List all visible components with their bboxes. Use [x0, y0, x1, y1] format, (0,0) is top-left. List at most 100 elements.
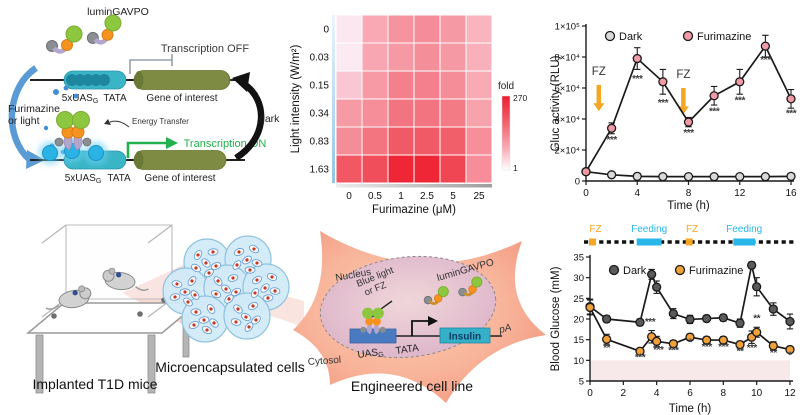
x-tick-label: 16 — [785, 188, 797, 199]
heatmap-col-label: 1 — [398, 191, 404, 202]
heatmap-row-label: 0.83 — [310, 137, 330, 148]
x-tick-label: 2 — [621, 388, 627, 399]
heatmap-cell — [387, 154, 415, 184]
heatmap-cell — [439, 42, 467, 72]
heatmap-cell — [335, 126, 363, 156]
mice-label: Implanted T1D mice — [32, 376, 157, 392]
cell-line-label: Engineered cell line — [351, 378, 473, 394]
fz-annotation-label: FZ — [676, 69, 690, 81]
heatmap-cell — [413, 126, 441, 156]
fz-dose-marker — [589, 238, 596, 246]
transcription-off-label: Transcription OFF — [161, 43, 250, 55]
fold-induction-heatmap: 0 0.03 0.15 0.34 0.83 1.63 0 0.5 1 2.5 5 25 Furimazi… — [290, 14, 528, 216]
transcription-start-arrow — [411, 320, 428, 336]
significance-stars: *** — [653, 345, 664, 356]
lumingavpo-protein-icon — [86, 14, 122, 45]
encapsulated-cell-icon — [244, 266, 256, 274]
feeding-period-bar — [636, 238, 662, 246]
heatmap-cell — [361, 154, 389, 184]
heatmap-cell — [413, 70, 441, 100]
x-tick-label: 4 — [634, 188, 640, 199]
x-axis-label: Time (h) — [669, 403, 712, 415]
heatmap-cell — [335, 154, 363, 184]
heatmap-cell — [387, 126, 415, 156]
gluc-activity-chart-panel: 0 2×10⁴ 4×10⁴ 6×10⁴ 8×10⁴ 1×10⁵ 0 4 8 12 16 Time (h… — [550, 0, 800, 218]
significance-stars: *** — [709, 106, 720, 117]
transcription-on-arrowhead — [166, 137, 178, 149]
significance-stars: *** — [635, 353, 646, 364]
heatmap-row-label: 0.15 — [310, 81, 330, 92]
heatmap-col-label: 2.5 — [420, 191, 434, 202]
heatmap-cell — [413, 42, 441, 72]
gene-of-interest-box — [133, 70, 231, 90]
lumingavpo-dimer-icon — [54, 111, 92, 151]
dark-label: dark — [259, 113, 280, 125]
dark-cycle-arrowhead — [232, 72, 250, 92]
heatmap-cell — [413, 154, 441, 184]
data-point-marker — [786, 94, 796, 104]
data-point-marker — [652, 336, 662, 346]
heatmap-col-label: 0 — [346, 191, 352, 202]
gene-label: Gene of interest — [144, 173, 215, 184]
data-point-marker — [685, 314, 695, 325]
blood-glucose-chart: 5 10 15 20 25 30 35 0 2 4 6 8 10 12 Time (h) Blood Gluc… — [550, 224, 796, 415]
legend-marker — [674, 264, 686, 276]
x-axis-label: Time (h) — [667, 200, 710, 212]
capsules-label: Microencapsulated cells — [155, 359, 304, 375]
dark-cycle-arrow — [234, 81, 265, 161]
y-tick-label: 15 — [573, 335, 584, 346]
heatmap-row-label: 0 — [323, 25, 329, 36]
x-tick-label: 4 — [654, 388, 660, 399]
y-tick-label: 30 — [573, 273, 584, 284]
lumingavpo-protein-icon — [423, 286, 449, 305]
y-tick-label: 5 — [579, 377, 584, 388]
heatmap-cell — [439, 14, 467, 44]
legend-label: Dark — [623, 265, 647, 277]
heatmap-ylabel: Light intensity (W/m²) — [290, 45, 302, 154]
heatmap-cell — [413, 14, 441, 44]
bound-dimer-icon — [360, 307, 386, 335]
heatmap-cell — [465, 14, 493, 44]
data-point-marker — [718, 335, 728, 345]
invivo-schematic: Implanted T1D mice Microencapsulated cel… — [25, 224, 546, 403]
heatmap-cell — [465, 154, 493, 184]
significance-stars: ** — [770, 348, 777, 359]
heatmap-cell — [387, 42, 415, 72]
fz-annotation-label: FZ — [592, 66, 606, 78]
data-point-marker — [785, 344, 795, 355]
invivo-schematic-panel: Implanted T1D mice Microencapsulated cel… — [0, 215, 552, 415]
data-point-marker — [735, 77, 745, 87]
gluc-activity-chart: 0 2×10⁴ 4×10⁴ 6×10⁴ 8×10⁴ 1×10⁵ 0 4 8 12 16 Time (h… — [550, 22, 797, 213]
significance-stars: *** — [645, 317, 656, 328]
data-point-marker — [709, 172, 719, 182]
fz-timeline-label: FZ — [589, 224, 601, 235]
feeding-period-bar — [733, 238, 755, 246]
lumingavpo-label: luminGAVPO — [87, 6, 149, 18]
significance-stars: *** — [658, 98, 669, 109]
heatmap-cell — [361, 42, 389, 72]
blocked-transcription-line — [129, 59, 172, 74]
x-tick-label: 12 — [734, 188, 746, 199]
glowing-bead-icon — [38, 139, 108, 165]
x-tick-label: 0 — [583, 188, 589, 199]
dna-construct-on — [30, 111, 245, 170]
y-tick-label: 35 — [573, 253, 584, 264]
pa-label: pA — [497, 322, 513, 336]
significance-stars: *** — [683, 128, 694, 139]
heatmap-xlabel: Furimazine (μM) — [372, 204, 456, 216]
y-tick-label: 8×10⁴ — [555, 53, 580, 64]
significance-stars: ** — [737, 347, 744, 358]
x-tick-label: 12 — [784, 388, 796, 399]
mouse-icon — [45, 285, 92, 310]
data-point-marker — [658, 172, 668, 182]
legend-marker — [604, 30, 616, 42]
target-range-band — [590, 360, 790, 381]
furimazine-light-arrow — [8, 65, 38, 163]
x-tick-label: 10 — [751, 388, 763, 399]
data-point-marker — [606, 123, 617, 133]
energy-transfer-arrow — [109, 120, 130, 128]
heatmap-cell — [361, 126, 389, 156]
feeding-timeline-label: Feeding — [726, 224, 762, 235]
insulin-label: Insulin — [449, 332, 481, 343]
